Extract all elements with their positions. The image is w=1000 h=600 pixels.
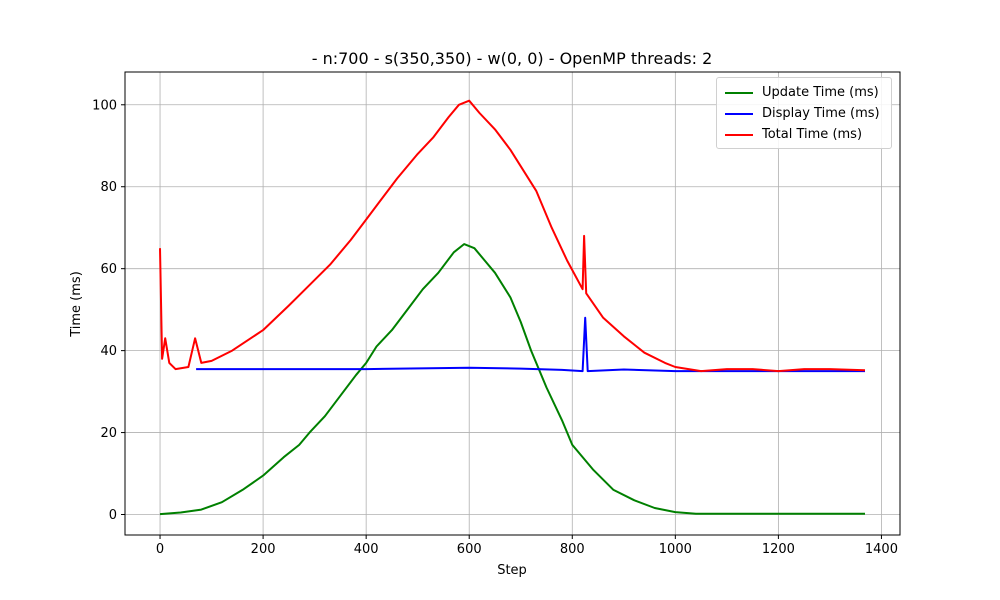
y-tick-label: 0 (109, 508, 117, 523)
x-tick-label: 200 (251, 542, 276, 557)
x-tick-label: 800 (560, 542, 585, 557)
x-tick-label: 1200 (762, 542, 795, 557)
legend-label-update: Update Time (ms) (762, 85, 879, 100)
legend-entry-update: Update Time (ms) (717, 82, 891, 103)
legend-label-display: Display Time (ms) (762, 106, 880, 121)
legend-label-total: Total Time (ms) (762, 127, 863, 142)
legend-swatch-display (725, 112, 753, 115)
x-axis-label: Step (497, 563, 527, 578)
x-tick-label: 1000 (659, 542, 692, 557)
update-time-line (159, 243, 865, 516)
ticks: 0 200 400 600 800 1000 1200 1400 0 20 40 60 80 100 (92, 98, 898, 557)
total-time-line (159, 99, 866, 373)
axes-frame (124, 71, 901, 536)
legend-entry-total: Total Time (ms) (717, 124, 891, 145)
legend-entry-display: Display Time (ms) (717, 103, 891, 124)
y-axis-label: Time (ms) (69, 271, 84, 338)
series-lines (159, 99, 866, 516)
x-tick-label: 1400 (865, 542, 898, 557)
legend: Update Time (ms) Display Time (ms) Total… (716, 77, 892, 149)
y-tick-label: 20 (100, 426, 117, 441)
chart-title: - n:700 - s(350,350) - w(0, 0) - OpenMP … (312, 49, 713, 68)
x-tick-label: 400 (354, 542, 379, 557)
legend-swatch-total (725, 133, 753, 136)
display-time-line (196, 316, 865, 373)
y-tick-label: 100 (92, 98, 117, 113)
y-tick-label: 60 (100, 262, 117, 277)
legend-swatch-update (725, 91, 753, 94)
y-tick-label: 40 (100, 344, 117, 359)
x-tick-label: 600 (457, 542, 482, 557)
x-tick-label: 0 (156, 542, 164, 557)
y-tick-label: 80 (100, 180, 117, 195)
